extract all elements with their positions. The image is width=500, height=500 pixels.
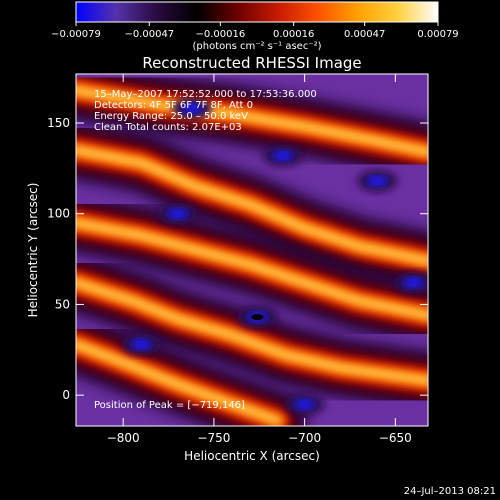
footer-date: 24–Jul–2013 08:21	[404, 486, 496, 497]
annotation-line: Energy Range: 25.0 – 50.0 keV	[94, 111, 248, 122]
colorbar-ticks: −0.00079 −0.00047 −0.00016 0.00016 0.00047 0.…	[51, 22, 459, 40]
heatmap-hole-core	[131, 339, 152, 350]
heatmap-ridge	[76, 87, 428, 155]
annotation-line: Clean Total counts: 2.07E+03	[94, 122, 242, 133]
heatmap-hole-core	[182, 103, 203, 114]
colorbar-tick-label: −0.00016	[195, 29, 245, 40]
x-axis-label: Heliocentric X (arcsec)	[184, 449, 320, 463]
annotation-line: Detectors: 4F 5F 6F 7F 8F, Att 0	[94, 100, 253, 111]
chart-title: Reconstructed RHESSI Image	[142, 54, 361, 72]
colorbar-tick-label: 0.00016	[273, 29, 314, 40]
heatmap-hole-core	[167, 208, 188, 219]
x-tick-label: −700	[288, 431, 321, 445]
heatmap-hole-core	[272, 150, 293, 161]
colorbar-tick-label: 0.00079	[417, 29, 458, 40]
heatmap-ridge	[76, 147, 428, 264]
colorbar	[76, 2, 438, 22]
heatmap-image	[76, 74, 428, 426]
annotation-block: 15–May–2007 17:52:52.000 to 17:53:36.000…	[94, 89, 317, 133]
colorbar-tick-label: −0.00047	[124, 29, 174, 40]
heatmap-ridge	[76, 279, 428, 384]
peak-position-label: Position of Peak = [−719,146]	[94, 400, 245, 411]
y-tick-label: 100	[47, 207, 70, 221]
colorbar-tick-label: 0.00047	[344, 29, 385, 40]
axes: −800 −750 −700 −650 0 50 100 150	[47, 74, 428, 445]
colorbar-tick-label: −0.00079	[51, 29, 101, 40]
colorbar-frame	[75, 1, 439, 23]
heatmap-hole-core	[403, 277, 424, 288]
heatmap-hole-core	[294, 399, 315, 410]
colorbar-units: (photons cm⁻² s⁻¹ asec⁻²)	[192, 41, 321, 52]
heatmap-ridge	[76, 341, 281, 424]
y-tick-label: 150	[47, 116, 70, 130]
y-axis-label: Heliocentric Y (arcsec)	[26, 183, 40, 318]
heatmap-minimum	[251, 314, 264, 321]
heatmap-hole-core	[367, 176, 388, 187]
plot-frame	[75, 73, 429, 427]
y-tick-label: 0	[62, 388, 70, 402]
y-tick-label: 50	[55, 297, 70, 311]
heatmap-ridge	[76, 219, 428, 319]
annotation-line: 15–May–2007 17:52:52.000 to 17:53:36.000	[94, 89, 317, 100]
x-tick-label: −800	[107, 431, 140, 445]
x-tick-label: −750	[197, 431, 230, 445]
x-tick-label: −650	[379, 431, 412, 445]
